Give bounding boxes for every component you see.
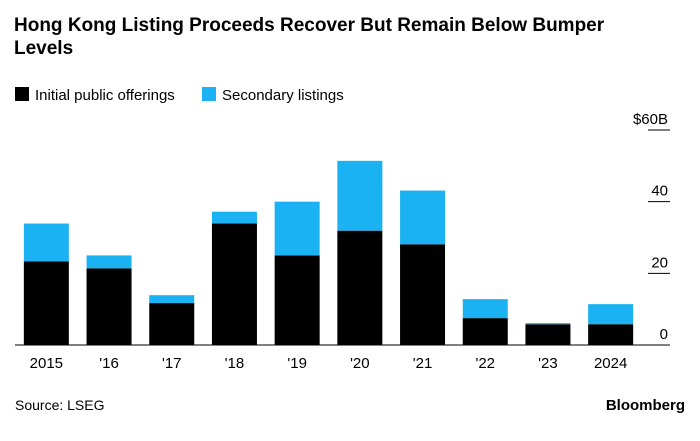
x-tick-label: '22: [475, 355, 495, 372]
brand: Bloomberg: [606, 397, 685, 414]
bar-segment: [400, 244, 446, 345]
chart-title: Hong Kong Listing Proceeds Recover But R…: [14, 15, 605, 59]
bar-segment: [86, 268, 132, 345]
legend-label: Secondary listings: [222, 87, 344, 104]
x-tick-label: '16: [99, 355, 119, 372]
bar-segment: [23, 223, 69, 262]
bar-segment: [337, 160, 383, 231]
bar-segment: [274, 255, 320, 345]
bar-segment: [588, 324, 634, 345]
x-tick-label: '23: [538, 355, 558, 372]
bar-segment: [149, 303, 195, 345]
bar-segment: [149, 295, 195, 304]
bar-segment: [400, 190, 446, 245]
x-tick-label: '21: [413, 355, 433, 372]
bar-segment: [86, 255, 132, 269]
legend-label: Initial public offerings: [35, 87, 175, 104]
bar-segment: [588, 304, 634, 325]
y-tick-label: 40: [651, 183, 668, 200]
legend-swatch: [15, 87, 29, 101]
x-tick-label: 2015: [30, 355, 63, 372]
bar-segment: [462, 299, 508, 319]
x-tick-label: '19: [287, 355, 307, 372]
y-tick-label: 20: [651, 254, 668, 271]
x-tick-label: '20: [350, 355, 370, 372]
bar-segment: [337, 230, 383, 345]
bar-segment: [525, 323, 571, 325]
y-tick-label: $60B: [633, 111, 668, 128]
x-tick-label: '18: [225, 355, 245, 372]
source: Source: LSEG: [15, 397, 105, 413]
title-box: Hong Kong Listing Proceeds Recover But R…: [14, 15, 605, 59]
bar-segment: [462, 318, 508, 345]
x-tick-label: '17: [162, 355, 182, 372]
bar-segment: [211, 211, 257, 224]
bar-segment: [23, 261, 69, 345]
legend-swatch: [202, 87, 216, 101]
x-tick-label: 2024: [594, 355, 627, 372]
bar-segment: [274, 201, 320, 256]
y-tick-label: 0: [660, 326, 668, 343]
bar-segment: [525, 324, 571, 345]
bar-segment: [211, 223, 257, 345]
